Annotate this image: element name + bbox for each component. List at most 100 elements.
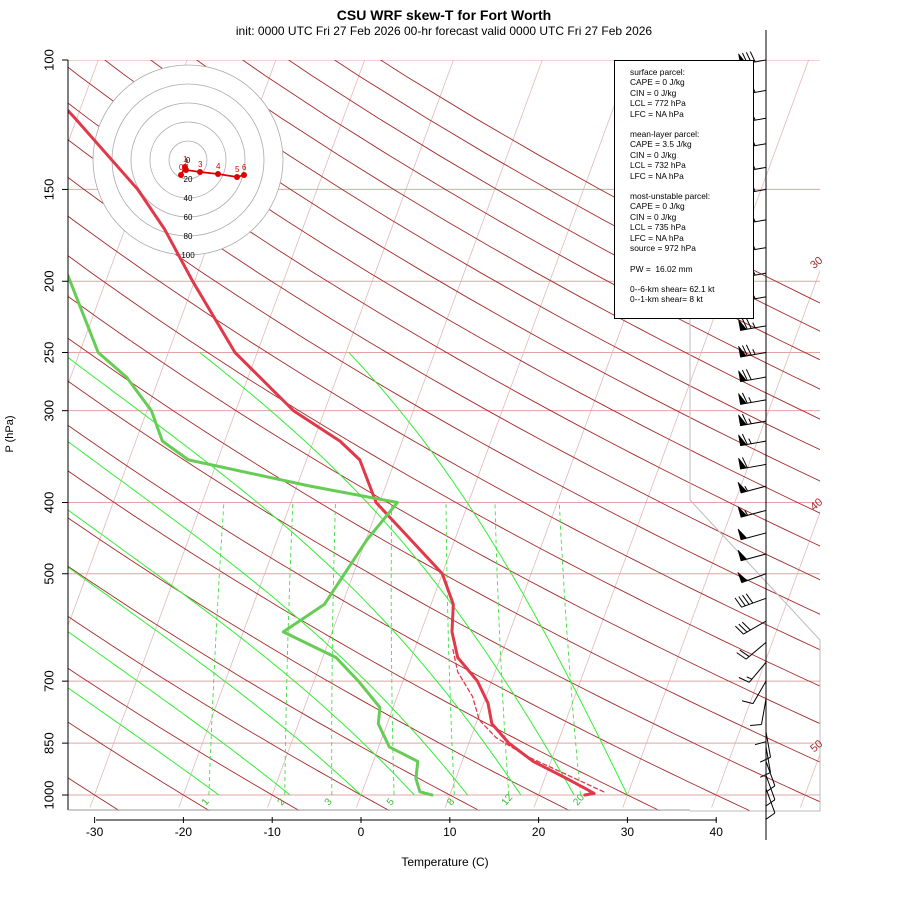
barb-staff — [765, 761, 776, 786]
mixing-ratio-label: 8 — [445, 796, 457, 808]
y-tick-label: 300 — [41, 400, 56, 422]
x-tick-label: 10 — [443, 825, 457, 839]
hodograph-ring-label: 60 — [184, 213, 193, 222]
barb-flag — [738, 319, 747, 331]
mixing-ratio-label: 12 — [500, 792, 516, 808]
temperature-profile — [68, 108, 596, 797]
wind-barb — [738, 392, 767, 405]
barb-full — [759, 772, 771, 778]
wind-barb — [738, 317, 767, 331]
info-line: CIN = 0 J/kg — [630, 87, 677, 98]
info-line: LFC = NA hPa — [630, 232, 684, 243]
mixing-ratio-line — [331, 502, 336, 795]
info-line: CAPE = 0 J/kg — [630, 201, 685, 212]
hodograph-ring-label: 40 — [184, 194, 193, 203]
hodograph-point — [183, 167, 189, 173]
barb-half — [752, 322, 756, 328]
hodograph-ring — [149, 121, 227, 199]
parcel-info-panel: surface parcel: CAPE = 0 J/kg CIN = 0 J/… — [614, 60, 754, 319]
barb-full — [738, 677, 750, 683]
dry-adiabat — [68, 565, 480, 811]
barb-half — [752, 349, 756, 355]
isotherm-label: 30 — [808, 254, 825, 271]
mean-layer-parcel-block: mean-layer parcel: CAPE = 3.5 J/kg CIN =… — [630, 129, 753, 181]
barb-flag — [738, 346, 747, 358]
dry-adiabat — [287, 60, 820, 361]
barb-full — [739, 649, 750, 657]
dry-adiabat — [68, 721, 210, 811]
wind-barb — [759, 746, 772, 778]
x-tick-label: -20 — [175, 825, 193, 839]
barb-staff — [745, 642, 767, 660]
dry-adiabat — [68, 517, 570, 811]
wind-barb — [737, 549, 767, 562]
barb-staff — [765, 775, 776, 800]
info-line: LFC = NA hPa — [630, 108, 684, 119]
barb-staff — [765, 731, 772, 758]
moist-adiabat — [348, 352, 628, 796]
wind-barb — [750, 698, 767, 727]
barb-staff — [760, 698, 767, 725]
barb-full — [765, 799, 776, 807]
info-line: LCL = 735 hPa — [630, 222, 686, 233]
wind-barb — [735, 620, 767, 635]
barb-flag — [737, 481, 748, 494]
barb-full — [754, 741, 767, 746]
dry-adiabat — [68, 380, 820, 803]
info-line: CIN = 0 J/kg — [630, 211, 677, 222]
y-tick-label: 200 — [41, 270, 56, 292]
y-tick-label: 850 — [41, 732, 56, 754]
hodograph-point — [215, 171, 221, 177]
info-line: LFC = NA hPa — [630, 170, 684, 181]
wind-barb — [734, 593, 767, 608]
barb-half — [748, 438, 752, 444]
barb-full — [741, 621, 751, 631]
parcel-profile — [451, 646, 605, 793]
info-line: mean-layer parcel: — [630, 129, 700, 140]
isotherm-label: 50 — [808, 738, 825, 755]
mixing-ratio-line — [208, 502, 225, 796]
wind-barb — [738, 413, 767, 427]
hodograph-point — [197, 169, 203, 175]
hodograph-point-label: 4 — [216, 162, 221, 171]
barb-half — [748, 418, 752, 424]
isotherm — [711, 511, 820, 808]
dry-adiabat — [68, 615, 390, 811]
hodograph-point-label: 6 — [242, 163, 247, 172]
dry-adiabat — [149, 60, 820, 451]
mixing-ratio-line — [445, 502, 455, 796]
mixing-ratio-label: 3 — [323, 796, 335, 808]
sounding-profiles — [68, 108, 605, 797]
y-axis-label: P (hPa) — [4, 415, 16, 453]
barb-full — [741, 345, 748, 356]
hodograph-point-label: 2 — [184, 158, 189, 167]
hodograph-point — [241, 172, 247, 178]
x-tick-label: -30 — [86, 825, 104, 839]
barb-full — [738, 596, 746, 607]
dry-adiabat — [68, 215, 820, 651]
wind-barb — [738, 433, 767, 447]
moist-adiabat — [68, 631, 291, 796]
surface-parcel-block: surface parcel: CAPE = 0 J/kg CIN = 0 J/… — [630, 67, 753, 119]
hodograph-ring-label: 20 — [184, 175, 193, 184]
y-tick-label: 400 — [41, 492, 56, 514]
barb-flag — [737, 506, 748, 518]
barb-full — [749, 51, 756, 63]
dry-adiabat — [68, 337, 820, 763]
dry-adiabat — [68, 424, 750, 811]
info-line: 0--6-km shear= 62.1 kt — [630, 283, 715, 294]
hodograph-ring-label: 80 — [184, 232, 193, 241]
barb-flag — [738, 434, 747, 446]
barb-flag — [738, 370, 747, 382]
wind-barb — [737, 506, 767, 518]
barb-full — [736, 652, 747, 660]
hodograph-ring-label: 0 — [186, 156, 191, 165]
barb-full — [750, 723, 762, 727]
barb-flag — [738, 393, 747, 405]
barb-full — [742, 594, 750, 605]
isotherm — [533, 60, 810, 808]
dry-adiabat — [68, 295, 820, 725]
wind-barb — [741, 680, 767, 705]
barb-half — [746, 676, 753, 680]
